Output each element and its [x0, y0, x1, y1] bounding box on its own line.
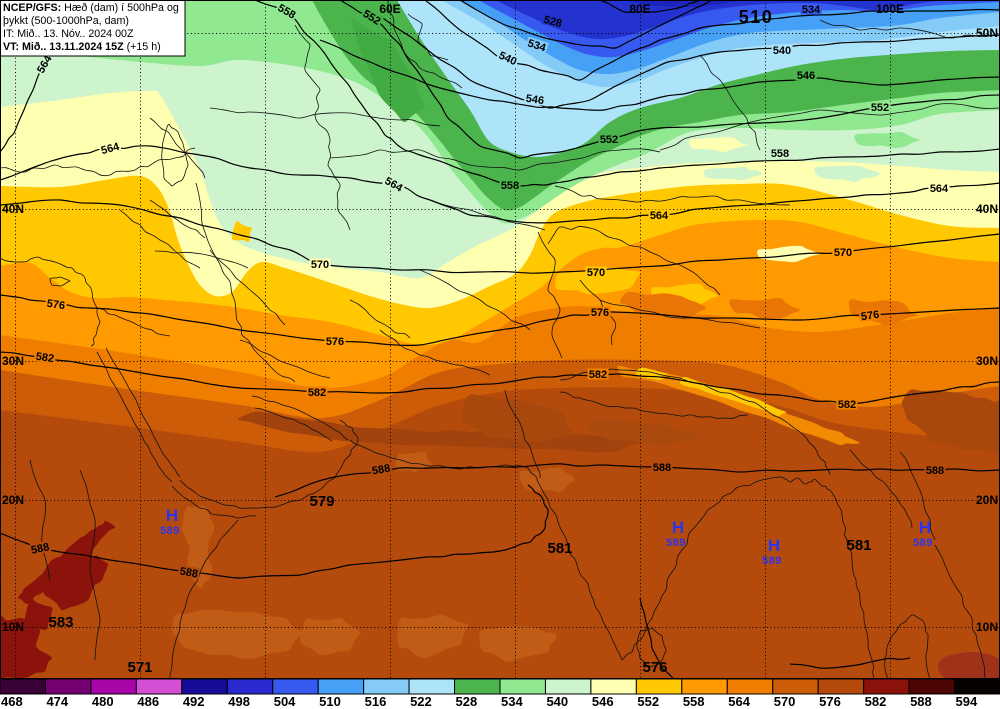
svg-text:581: 581 — [547, 540, 572, 557]
svg-text:10N: 10N — [976, 620, 998, 634]
svg-text:516: 516 — [365, 694, 387, 709]
svg-text:589: 589 — [913, 537, 933, 549]
svg-text:510: 510 — [319, 694, 341, 709]
svg-text:510: 510 — [739, 7, 774, 27]
svg-text:552: 552 — [871, 102, 889, 114]
svg-text:10N: 10N — [2, 620, 24, 634]
svg-text:H: H — [166, 506, 178, 525]
svg-text:H: H — [768, 536, 780, 555]
svg-text:40N: 40N — [976, 202, 998, 216]
svg-text:570: 570 — [587, 267, 605, 279]
svg-text:540: 540 — [773, 45, 791, 57]
svg-text:504: 504 — [274, 694, 296, 709]
svg-text:H: H — [672, 518, 684, 537]
svg-text:558: 558 — [683, 694, 705, 709]
svg-text:486: 486 — [137, 694, 159, 709]
svg-text:588: 588 — [371, 462, 391, 477]
svg-text:498: 498 — [228, 694, 250, 709]
svg-text:582: 582 — [838, 399, 856, 411]
svg-text:582: 582 — [865, 694, 887, 709]
svg-text:570: 570 — [311, 259, 329, 271]
svg-text:468: 468 — [1, 694, 23, 709]
svg-text:552: 552 — [600, 134, 618, 146]
svg-text:588: 588 — [926, 465, 944, 477]
svg-text:522: 522 — [410, 694, 432, 709]
svg-text:583: 583 — [48, 614, 73, 631]
svg-text:570: 570 — [834, 247, 852, 259]
svg-text:589: 589 — [666, 537, 686, 549]
svg-text:þykkt (500-1000hPa, dam): þykkt (500-1000hPa, dam) — [3, 15, 129, 27]
svg-text:576: 576 — [326, 336, 344, 348]
svg-text:589: 589 — [160, 525, 180, 537]
svg-text:20N: 20N — [976, 493, 998, 507]
svg-text:588: 588 — [30, 541, 50, 557]
svg-text:588: 588 — [653, 462, 671, 474]
svg-text:576: 576 — [591, 307, 609, 319]
svg-text:60E: 60E — [379, 2, 400, 16]
svg-text:534: 534 — [501, 694, 523, 709]
svg-text:546: 546 — [592, 694, 614, 709]
svg-text:576: 576 — [860, 309, 880, 323]
svg-text:540: 540 — [546, 694, 568, 709]
svg-text:552: 552 — [637, 694, 659, 709]
svg-text:546: 546 — [797, 70, 815, 82]
svg-text:570: 570 — [774, 694, 796, 709]
svg-text:564: 564 — [728, 694, 750, 709]
svg-text:581: 581 — [846, 537, 871, 554]
svg-text:VT: Mið.. 13.11.2024 15Z (+15: VT: Mið.. 13.11.2024 15Z (+15 h) — [3, 41, 161, 53]
svg-text:IT: Mið.. 13. Nóv.. 2024 00Z: IT: Mið.. 13. Nóv.. 2024 00Z — [3, 28, 134, 40]
svg-text:588: 588 — [910, 694, 932, 709]
svg-text:564: 564 — [650, 210, 669, 222]
svg-text:534: 534 — [802, 4, 821, 16]
svg-text:579: 579 — [309, 493, 334, 510]
svg-text:50N: 50N — [976, 26, 998, 40]
svg-text:594: 594 — [956, 694, 978, 709]
svg-text:564: 564 — [930, 183, 949, 195]
svg-text:582: 582 — [308, 387, 326, 399]
svg-text:589: 589 — [762, 555, 782, 567]
svg-text:588: 588 — [179, 565, 199, 580]
svg-text:582: 582 — [35, 351, 55, 365]
svg-text:100E: 100E — [876, 2, 904, 16]
svg-text:558: 558 — [501, 180, 519, 192]
svg-text:564: 564 — [100, 141, 122, 158]
svg-text:492: 492 — [183, 694, 205, 709]
svg-text:30N: 30N — [976, 354, 998, 368]
svg-text:528: 528 — [542, 14, 563, 30]
svg-text:30N: 30N — [2, 354, 24, 368]
svg-text:40N: 40N — [2, 202, 24, 216]
svg-text:534: 534 — [526, 37, 548, 54]
svg-text:546: 546 — [525, 93, 545, 107]
svg-text:80E: 80E — [629, 2, 650, 16]
svg-text:NCEP/GFS: Hæð (dam) í 500hPa o: NCEP/GFS: Hæð (dam) í 500hPa og — [3, 2, 179, 14]
svg-text:528: 528 — [456, 694, 478, 709]
svg-text:582: 582 — [589, 369, 607, 381]
svg-text:576: 576 — [46, 298, 66, 312]
svg-text:558: 558 — [771, 148, 789, 160]
svg-text:576: 576 — [642, 659, 667, 676]
svg-text:H: H — [919, 518, 931, 537]
svg-text:571: 571 — [127, 659, 152, 676]
svg-text:576: 576 — [819, 694, 841, 709]
svg-text:20N: 20N — [2, 493, 24, 507]
svg-text:474: 474 — [46, 694, 68, 709]
svg-text:480: 480 — [92, 694, 114, 709]
